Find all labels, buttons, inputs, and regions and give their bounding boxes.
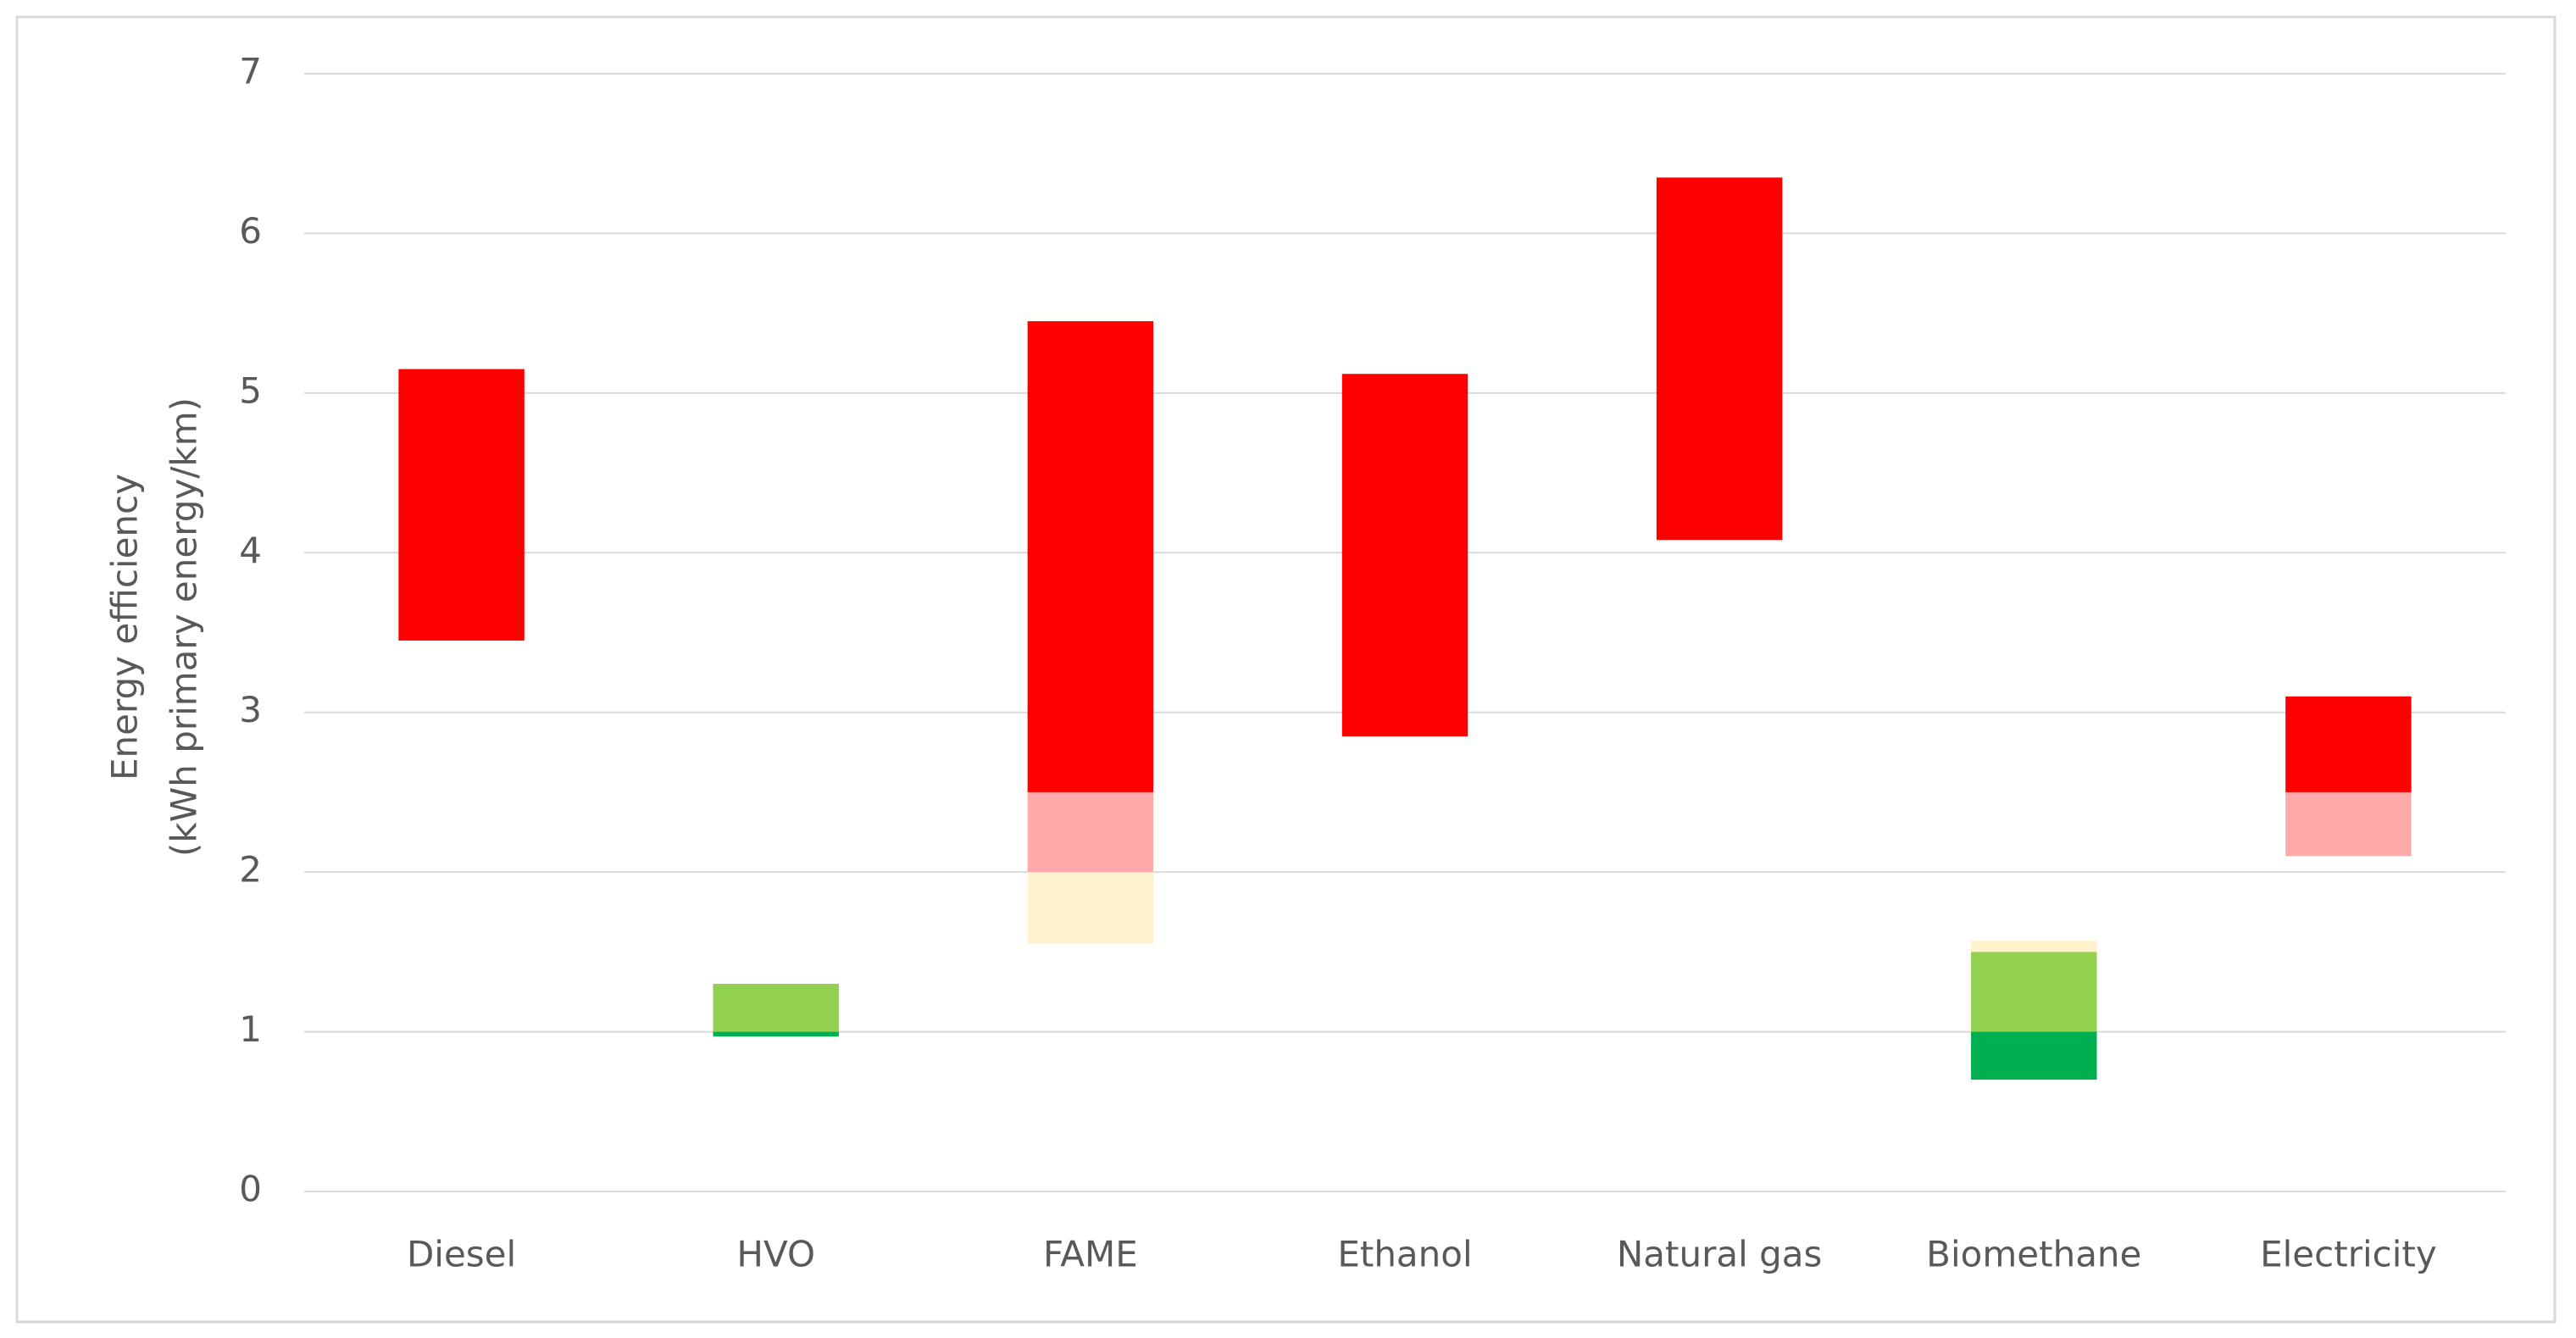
x-tick-label: HVO bbox=[736, 1234, 815, 1275]
y-tick-label: 0 bbox=[239, 1169, 262, 1210]
bar-segment bbox=[1971, 941, 2097, 952]
y-tick-label: 4 bbox=[239, 530, 262, 571]
y-axis-title: (kWh primary energy/km) bbox=[164, 397, 205, 857]
y-tick-label: 7 bbox=[239, 51, 262, 92]
y-tick-label: 5 bbox=[239, 369, 262, 411]
bar-segment bbox=[398, 369, 525, 641]
bar-segment bbox=[713, 1031, 839, 1037]
x-tick-label: Diesel bbox=[407, 1234, 516, 1275]
x-tick-label: FAME bbox=[1043, 1234, 1138, 1275]
bar-segment bbox=[2285, 791, 2412, 857]
bar-segment bbox=[1027, 791, 1154, 873]
bar-segment bbox=[1341, 374, 1468, 736]
chart-frame bbox=[15, 15, 2557, 1324]
bar-segment bbox=[1027, 872, 1154, 944]
y-axis-title: Energy efficiency bbox=[104, 474, 146, 780]
x-tick-label: Natural gas bbox=[1617, 1234, 1823, 1275]
y-tick-label: 1 bbox=[239, 1008, 262, 1050]
bar-segment bbox=[713, 984, 839, 1032]
y-tick-label: 6 bbox=[239, 210, 262, 252]
y-tick-label: 3 bbox=[239, 689, 262, 730]
y-tick-label: 2 bbox=[239, 849, 262, 891]
bar-segment bbox=[2285, 696, 2412, 792]
x-tick-label: Biomethane bbox=[1926, 1234, 2141, 1275]
x-tick-label: Electricity bbox=[2260, 1234, 2437, 1275]
bar-segment bbox=[1971, 952, 2097, 1032]
bar-segment bbox=[1027, 321, 1154, 792]
x-tick-label: Ethanol bbox=[1337, 1234, 1472, 1275]
bar-segment bbox=[1971, 1031, 2097, 1080]
bar-segment bbox=[1656, 177, 1783, 541]
